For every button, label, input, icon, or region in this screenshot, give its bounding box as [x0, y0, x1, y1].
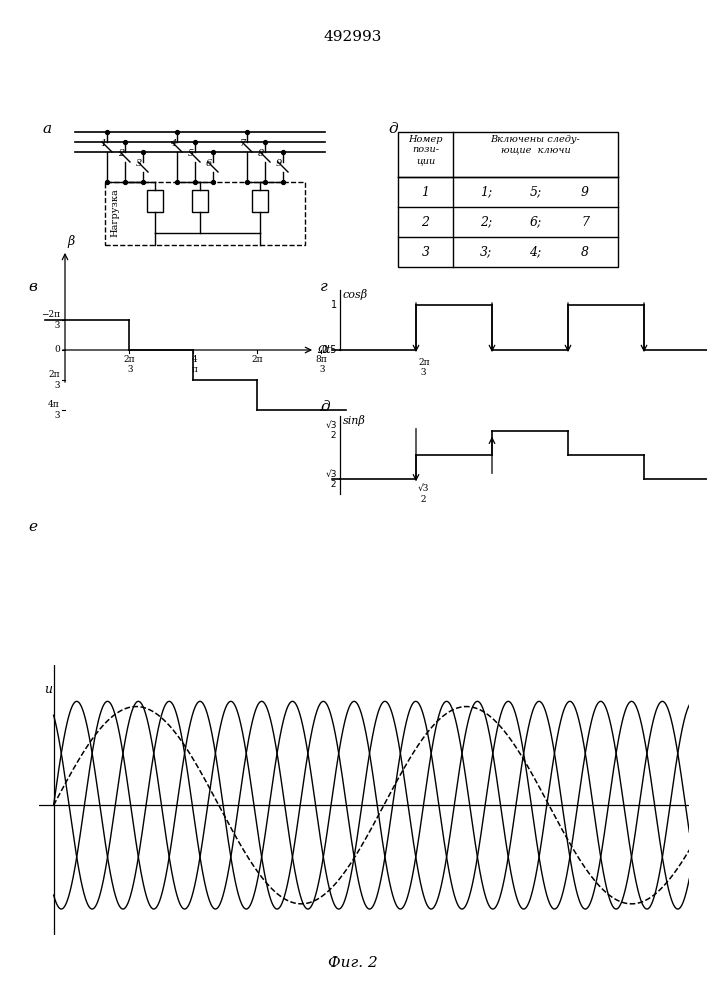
Text: −2π
  3: −2π 3 [41, 310, 60, 330]
Bar [105, 182, 305, 245]
Text: 2π
 3: 2π 3 [123, 355, 135, 374]
Text: 2;: 2; [480, 216, 492, 229]
Text: Номер
пози-
ции: Номер пози- ции [408, 135, 443, 165]
Text: 3;: 3; [480, 245, 492, 258]
Text: 2π
 3: 2π 3 [418, 358, 430, 377]
Text: √3
 2: √3 2 [418, 484, 429, 504]
Text: в: в [28, 280, 37, 294]
Text: β: β [67, 235, 74, 248]
Text: 8: 8 [581, 245, 589, 258]
Text: Фиг. 2: Фиг. 2 [328, 956, 378, 970]
Text: Нагрузка: Нагрузка [110, 189, 119, 237]
Text: 7: 7 [240, 139, 246, 148]
Text: 0: 0 [54, 346, 60, 355]
Text: Ωt: Ωt [317, 345, 331, 355]
Text: 4;: 4; [530, 245, 542, 258]
Text: √3
 2: √3 2 [325, 421, 337, 440]
Text: 7: 7 [581, 216, 589, 229]
Text: 5: 5 [188, 149, 194, 158]
Text: 4
 π: 4 π [189, 355, 197, 374]
Text: 8π
 3: 8π 3 [315, 355, 327, 374]
Text: 9: 9 [581, 186, 589, 198]
Bar [192, 190, 208, 212]
Text: 1: 1 [100, 139, 106, 148]
Text: 6;: 6; [530, 216, 542, 229]
Text: а: а [42, 122, 51, 136]
Text: д: д [320, 400, 329, 414]
Bar [147, 190, 163, 212]
Text: u: u [44, 683, 52, 696]
Text: 8: 8 [258, 149, 264, 158]
Text: sinβ: sinβ [343, 415, 366, 426]
Text: 4π
 3: 4π 3 [48, 400, 60, 420]
Text: Включены следу-
ющие  ключи: Включены следу- ющие ключи [491, 135, 580, 154]
Text: 0.5: 0.5 [322, 345, 337, 355]
Text: √3
 2: √3 2 [325, 470, 337, 489]
Text: 2π: 2π [251, 355, 263, 364]
Bar [398, 132, 618, 267]
Text: д: д [388, 122, 397, 136]
Text: 2: 2 [118, 149, 124, 158]
Text: г: г [320, 280, 328, 294]
Text: е: е [28, 520, 37, 534]
Text: 2: 2 [421, 216, 429, 229]
Bar [252, 190, 268, 212]
Text: 9: 9 [276, 159, 282, 168]
Text: 2π
 3: 2π 3 [48, 370, 60, 390]
Text: 1: 1 [331, 300, 337, 310]
Text: 1: 1 [421, 186, 429, 198]
Text: cosβ: cosβ [343, 289, 368, 300]
Text: 5;: 5; [530, 186, 542, 198]
Text: 4: 4 [170, 139, 176, 148]
Text: 492993: 492993 [324, 30, 382, 44]
Text: 6: 6 [206, 159, 212, 168]
Text: 3: 3 [421, 245, 429, 258]
Text: 1;: 1; [480, 186, 492, 198]
Text: 3: 3 [136, 159, 142, 168]
